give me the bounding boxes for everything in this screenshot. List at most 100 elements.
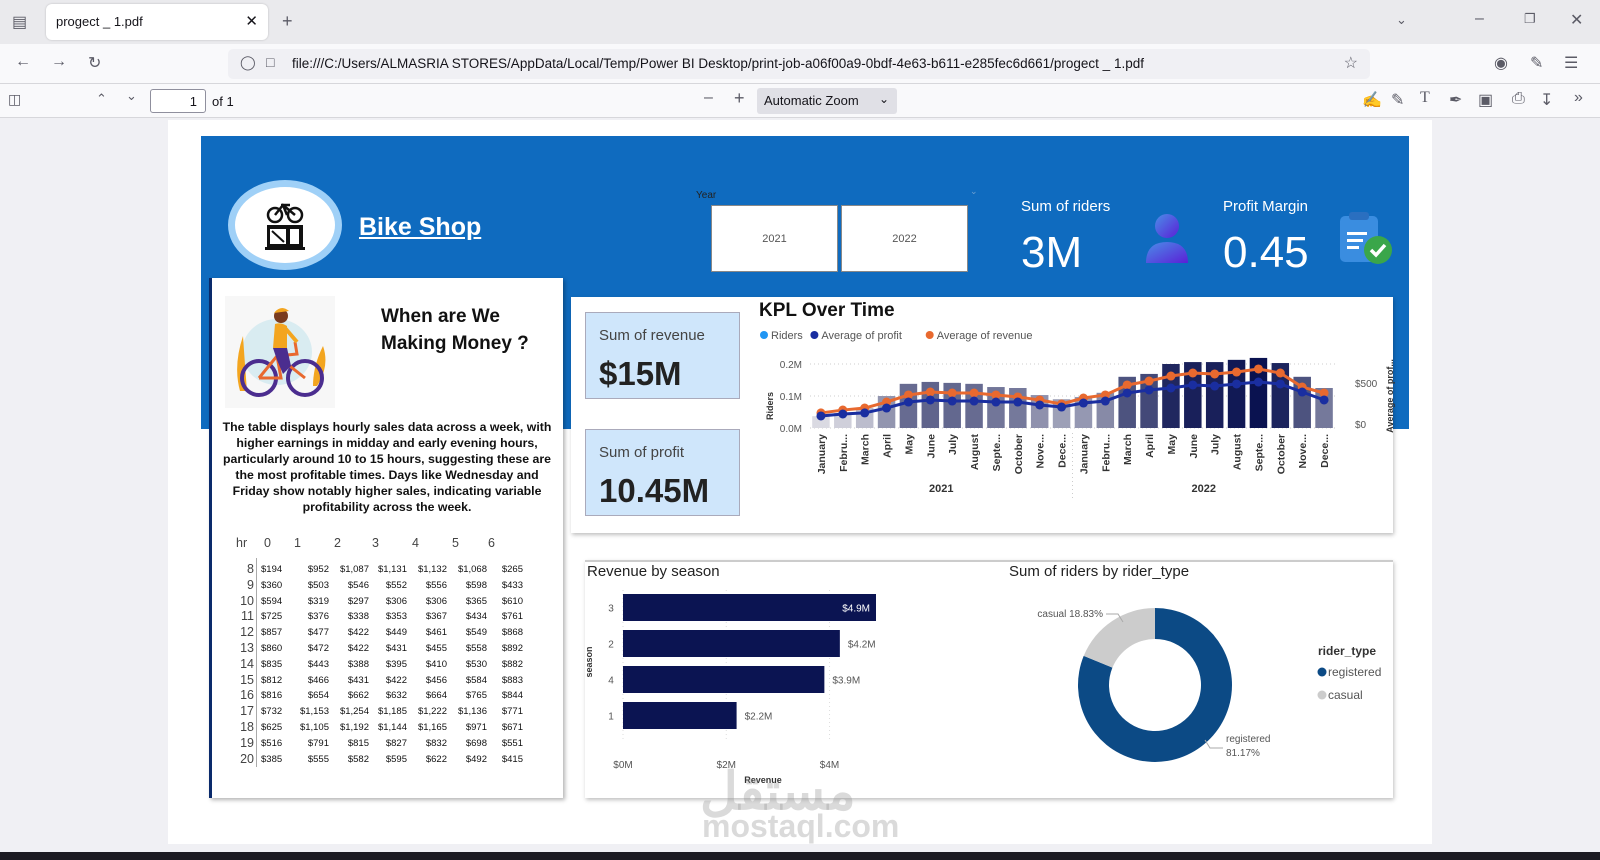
x-tick-label: April <box>1144 434 1156 458</box>
revenue-point <box>1275 368 1285 378</box>
highlight-icon[interactable]: ✎ <box>1391 92 1405 109</box>
revenue-by-season-chart: $0M $2M $4M 3 $4.9M 2 $4.2M 4 $3.9M 1 $2.2M season R… <box>585 590 876 785</box>
profit-point <box>1166 383 1176 393</box>
y2-axis-title: Average of prof... <box>1385 359 1395 433</box>
shield-icon[interactable]: ◯ <box>240 54 256 70</box>
matrix-cell: $1,254 <box>339 706 369 718</box>
url-text[interactable]: file:///C:/Users/ALMASRIA STORES/AppData… <box>292 56 1144 71</box>
user-icon <box>1143 211 1193 270</box>
matrix-cell: $671 <box>501 721 523 733</box>
close-window-icon[interactable]: ✕ <box>1570 12 1584 29</box>
previous-page-icon[interactable]: ⌃ <box>96 91 107 106</box>
x-tick-label: May <box>903 434 915 455</box>
image-icon[interactable]: ▣ <box>1478 92 1494 109</box>
matrix-cell: $664 <box>425 690 447 702</box>
back-icon[interactable]: ← <box>15 53 31 70</box>
matrix-hour-label: 15 <box>240 672 254 687</box>
profit-point <box>838 409 848 419</box>
print-icon[interactable]: ⎙ <box>1512 90 1525 107</box>
forward-icon[interactable]: → <box>51 53 67 70</box>
matrix-cell: $472 <box>307 642 329 654</box>
slicer-option-2022[interactable]: 2022 <box>841 205 968 272</box>
matrix-cell: $882 <box>501 658 523 670</box>
matrix-column-header: 6 <box>488 536 495 550</box>
insight-heading: When are We Making Money ? <box>381 303 529 357</box>
slicer-dropdown-icon[interactable]: ⌄ <box>970 186 978 196</box>
matrix-cell: $835 <box>261 658 283 670</box>
restore-icon[interactable]: ❐ <box>1524 11 1536 26</box>
matrix-cell: $765 <box>465 690 487 702</box>
matrix-cell: $816 <box>261 690 283 702</box>
rider-bar <box>1184 362 1202 428</box>
matrix-cell: $306 <box>385 595 407 607</box>
profit-point <box>1122 388 1132 398</box>
matrix-cell: $832 <box>425 737 447 749</box>
profit-point <box>925 395 935 405</box>
matrix-cell: $1,105 <box>299 721 329 733</box>
sidebar-toggle-icon[interactable]: ◫ <box>8 91 22 107</box>
page-number-input[interactable] <box>150 89 206 113</box>
page-count: of 1 <box>212 94 234 109</box>
matrix-cell: $725 <box>261 611 283 623</box>
close-tab-icon[interactable]: ✕ <box>245 13 258 30</box>
slicer-option-2021[interactable]: 2021 <box>711 205 838 272</box>
bookmark-star-icon[interactable]: ☆ <box>1343 55 1358 72</box>
tab-overflow-icon[interactable]: ⌄ <box>1396 12 1407 27</box>
more-tools-icon[interactable]: » <box>1574 89 1583 106</box>
matrix-cell: $376 <box>307 611 329 623</box>
revenue-point <box>1319 388 1329 398</box>
clipboard-check-icon <box>1336 210 1396 275</box>
matrix-cell: $860 <box>261 642 283 654</box>
chevron-down-icon: ⌄ <box>878 92 889 106</box>
extensions-icon[interactable]: ✎ <box>1530 55 1544 72</box>
matrix-cell: $1,144 <box>377 721 407 733</box>
matrix-cell: $265 <box>501 564 523 575</box>
menu-icon[interactable]: ☰ <box>1564 55 1579 72</box>
matrix-cell: $952 <box>307 564 329 575</box>
legend-label: Average of revenue <box>937 330 1033 342</box>
matrix-cell: $530 <box>465 658 487 670</box>
pdf-sign-icon[interactable]: ✍ <box>1362 92 1382 109</box>
matrix-column-header: 2 <box>334 536 341 550</box>
reload-icon[interactable]: ↻ <box>88 55 102 72</box>
profit-point <box>1210 381 1220 391</box>
matrix-cell: $415 <box>501 753 523 765</box>
y-tick-label: 2 <box>608 640 614 651</box>
y-tick-label: 3 <box>608 604 614 615</box>
matrix-hour-label: 13 <box>240 640 254 655</box>
zoom-out-icon[interactable]: – <box>704 89 713 106</box>
revenue-card-label: Sum of revenue <box>599 327 705 344</box>
minimize-icon[interactable]: – <box>1475 10 1484 27</box>
rider-bar <box>1205 362 1224 428</box>
donut-slice <box>1083 608 1155 668</box>
address-bar[interactable]: ◯ □ file:///C:/Users/ALMASRIA STORES/App… <box>228 49 1370 79</box>
data-label: $4.9M <box>842 604 870 615</box>
revenue-point <box>969 388 979 398</box>
matrix-cell: $594 <box>261 595 283 607</box>
account-icon[interactable]: ◉ <box>1494 55 1508 72</box>
revenue-card: Sum of revenue $15M <box>585 312 740 399</box>
zoom-select[interactable]: Automatic Zoom ⌄ <box>757 88 897 114</box>
matrix-cell: $443 <box>307 658 329 670</box>
riders-kpi-label: Sum of riders <box>1021 198 1111 215</box>
matrix-column-header: 4 <box>412 536 419 550</box>
next-page-icon[interactable]: ⌄ <box>126 88 137 103</box>
tab-list-icon[interactable]: ▤ <box>12 14 28 31</box>
profit-point <box>1253 377 1263 387</box>
revenue-point <box>991 390 1001 400</box>
taskbar-edge <box>0 852 1600 860</box>
matrix-cell: $492 <box>465 753 487 765</box>
matrix-column-header: 5 <box>452 536 459 550</box>
new-tab-icon[interactable]: + <box>282 11 293 31</box>
draw-icon[interactable]: ✒ <box>1449 92 1463 109</box>
watermark-latin: mostaql.com <box>702 808 900 844</box>
text-tool-icon[interactable]: T <box>1420 89 1430 106</box>
revenue-point <box>1188 368 1198 378</box>
matrix-cell: $385 <box>261 753 283 765</box>
browser-tab[interactable]: progect _ 1.pdf ✕ <box>46 4 268 40</box>
zoom-in-icon[interactable]: + <box>734 88 745 108</box>
save-icon[interactable]: ↧ <box>1540 92 1554 109</box>
profit-card-label: Sum of profit <box>599 444 685 461</box>
x-tick-label: October <box>1013 434 1025 474</box>
hourly-sales-matrix: hr 0 1 2 3 4 5 6 8 $194 $952 $1,087 $1,131 $1,132 $1,0… <box>236 536 523 768</box>
